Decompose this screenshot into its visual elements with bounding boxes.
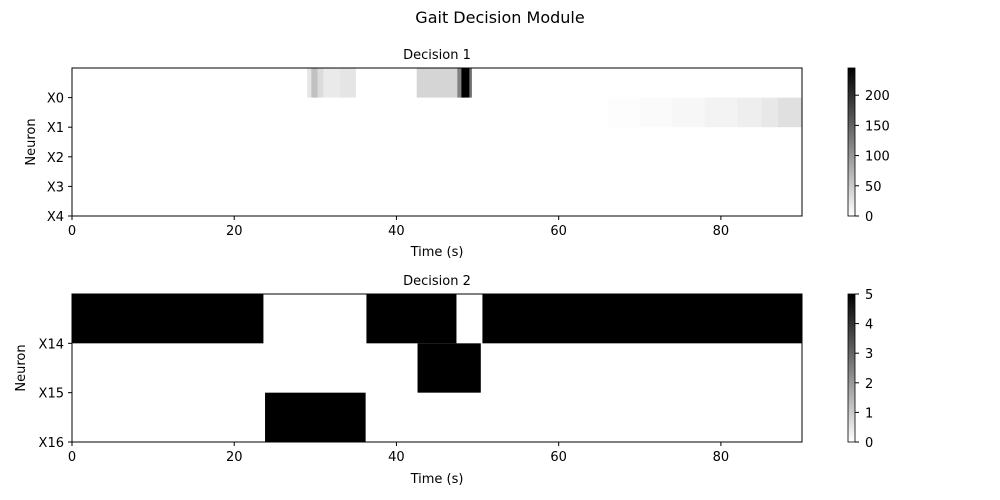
colorbar-tick-label: 0 — [865, 210, 873, 225]
decision-1-colorbar — [847, 67, 856, 217]
decision-2-axes-frame — [71, 293, 803, 443]
decision-2-title: Decision 2 — [403, 274, 471, 289]
heatmap-cell — [704, 97, 738, 128]
y-tick-label: X16 — [39, 436, 64, 451]
decision-2-xlabel: Time (s) — [410, 472, 464, 487]
heatmap-cell — [417, 343, 481, 393]
colorbar-tick-label: 4 — [865, 318, 873, 333]
decision-1-axes-frame — [71, 67, 803, 217]
heatmap-cell — [469, 68, 472, 98]
y-tick-label: X0 — [47, 92, 64, 107]
decision-1-xlabel: Time (s) — [410, 245, 464, 260]
x-tick-label: 40 — [388, 224, 405, 239]
heatmap-cell — [777, 97, 802, 128]
colorbar-tick-label: 1 — [865, 406, 873, 421]
heatmap-cell — [607, 97, 640, 128]
decision-1-ylabel: Neuron — [24, 118, 39, 165]
colorbar-tick-label: 200 — [865, 89, 890, 104]
y-tick-label: X1 — [47, 121, 64, 136]
heatmap-cell — [317, 68, 324, 98]
x-tick-label: 20 — [226, 450, 243, 465]
decision-1-heatmap — [307, 68, 802, 128]
colorbar-tick-label: 5 — [865, 288, 873, 303]
x-tick-label: 0 — [68, 224, 76, 239]
heatmap-cell — [737, 97, 762, 128]
x-tick-label: 80 — [713, 450, 730, 465]
decision-1-ticks: 0 20 40 60 80 X0 X1 X2 X3 X4 — [47, 92, 729, 239]
decision-1-title: Decision 1 — [403, 48, 471, 63]
heatmap-cell — [72, 294, 264, 344]
heatmap-cell — [366, 294, 457, 344]
colorbar-tick-label: 100 — [865, 150, 890, 165]
heatmap-cell — [461, 68, 470, 98]
decision-2-colorbar-ticks: 0 1 2 3 4 5 — [855, 288, 873, 451]
y-tick-label: X4 — [47, 210, 64, 225]
colorbar-tick-label: 2 — [865, 377, 873, 392]
y-tick-label: X14 — [39, 337, 64, 352]
decision-1-colorbar-ticks: 0 50 100 150 200 — [855, 89, 890, 225]
heatmap-cell — [265, 392, 366, 442]
x-tick-label: 20 — [226, 224, 243, 239]
x-tick-label: 40 — [388, 450, 405, 465]
heatmap-cell — [307, 68, 312, 98]
heatmap-cell — [339, 68, 356, 98]
x-tick-label: 80 — [713, 224, 730, 239]
heatmap-cell — [482, 294, 802, 344]
colorbar-tick-label: 0 — [865, 436, 873, 451]
x-tick-label: 60 — [550, 450, 567, 465]
heatmap-cell — [457, 68, 462, 98]
y-tick-label: X15 — [39, 387, 64, 402]
heatmap-cell — [639, 97, 673, 128]
decision-2-colorbar — [847, 293, 856, 443]
x-tick-label: 60 — [550, 224, 567, 239]
heatmap-cell — [761, 97, 778, 128]
decision-2-heatmap — [72, 294, 802, 442]
y-tick-label: X3 — [47, 180, 64, 195]
heatmap-cell — [323, 68, 340, 98]
figure-title: Gait Decision Module — [415, 8, 584, 27]
heatmap-cell — [311, 68, 318, 98]
heatmap-cell — [416, 68, 458, 98]
decision-2-ticks: 0 20 40 60 80 X14 X15 X16 — [39, 337, 730, 465]
x-tick-label: 0 — [68, 450, 76, 465]
colorbar-tick-label: 3 — [865, 347, 873, 362]
decision-2-ylabel: Neuron — [14, 344, 29, 391]
heatmap-cell — [672, 97, 705, 128]
colorbar-tick-label: 150 — [865, 119, 890, 134]
y-tick-label: X2 — [47, 151, 64, 166]
colorbar-tick-label: 50 — [865, 180, 882, 195]
